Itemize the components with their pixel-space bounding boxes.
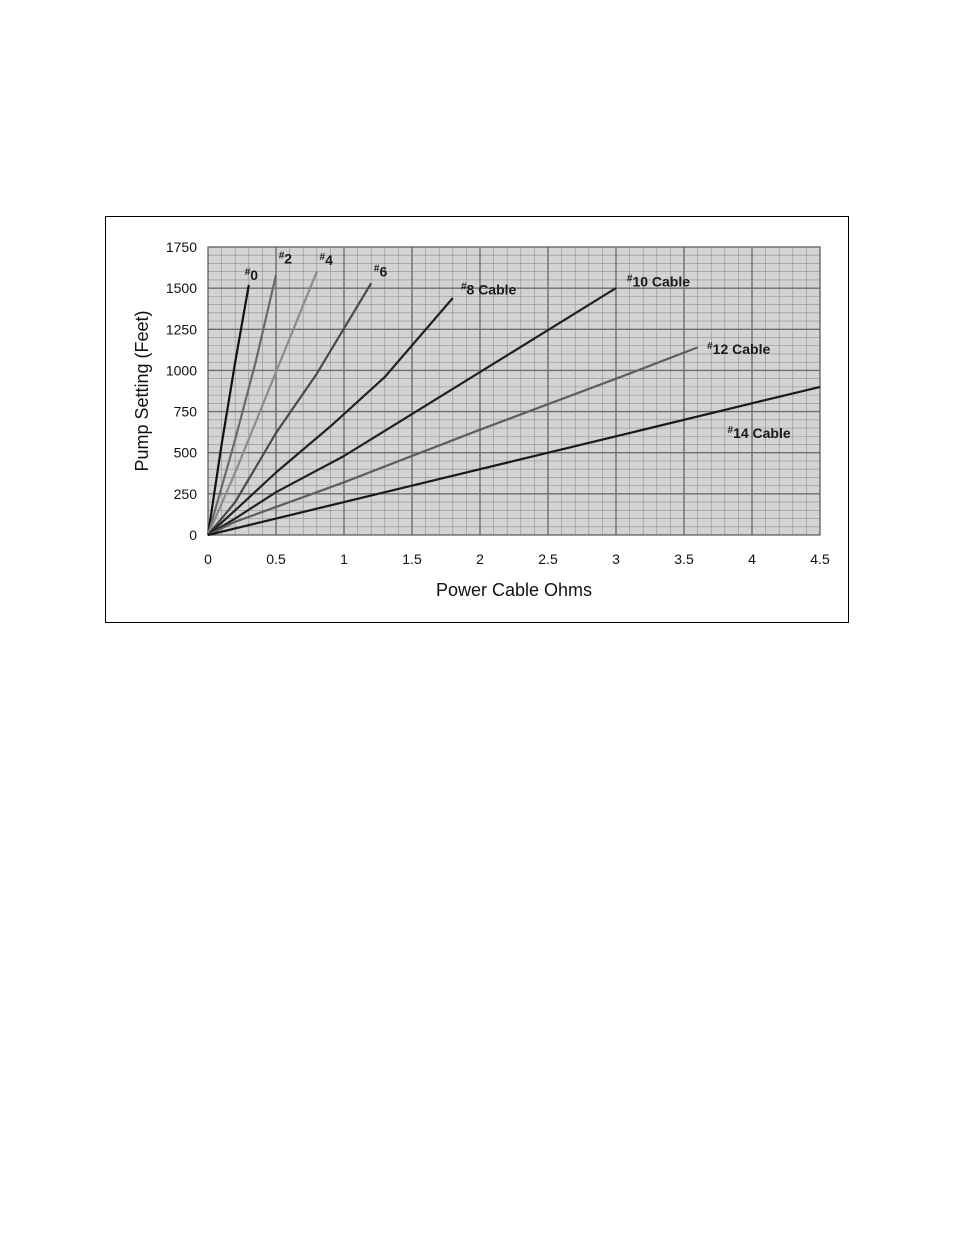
series-line-2 (206, 271, 318, 536)
y-axis-ticks: 0 250 500 750 1000 1250 1500 1750 (166, 239, 197, 543)
x-tick-label: 0.5 (266, 551, 286, 567)
series-label-2: #4 (320, 252, 334, 268)
x-tick-label: 2.5 (538, 551, 558, 567)
series-label-0: #0 (245, 267, 259, 283)
series-label-4: #8 Cable (461, 282, 517, 298)
series-line-7 (207, 385, 821, 537)
x-tick-label: 1 (340, 551, 348, 567)
x-tick-label: 3 (612, 551, 620, 567)
x-tick-label: 0 (204, 551, 212, 567)
series-line-3 (207, 282, 373, 536)
plot-area (208, 247, 820, 535)
series-label-6: #12 Cable (707, 341, 770, 357)
x-axis-title: Power Cable Ohms (436, 580, 592, 600)
series-label-1: #2 (279, 250, 293, 266)
y-tick-label: 1250 (166, 321, 197, 337)
x-tick-label: 4.5 (810, 551, 830, 567)
series-label-7: #14 Cable (728, 425, 791, 441)
y-tick-label: 750 (174, 404, 198, 420)
y-tick-label: 1500 (166, 280, 197, 296)
series-line-6 (207, 346, 698, 536)
series-line-4 (207, 297, 454, 536)
x-tick-label: 4 (748, 551, 756, 567)
x-tick-label: 1.5 (402, 551, 422, 567)
x-axis-ticks: 0 0.5 1 1.5 2 2.5 3 3.5 4 4.5 (204, 551, 830, 567)
series-line-5 (207, 287, 617, 536)
series-line-1 (206, 274, 278, 536)
y-tick-label: 500 (174, 445, 198, 461)
series-line-0 (206, 284, 250, 536)
pump-setting-chart: #0 #2 #4 #6 #8 Cable #10 Cable #12 Cable #14 Ca… (132, 239, 830, 600)
plot-border (207, 246, 821, 536)
series-label-3: #6 (374, 264, 388, 280)
series-labels: #0 #2 #4 #6 #8 Cable #10 Cable #12 Cable #14 Ca… (245, 250, 791, 440)
series-lines (206, 271, 821, 537)
x-tick-label: 2 (476, 551, 484, 567)
series-label-5: #10 Cable (627, 273, 690, 289)
y-tick-label: 1000 (166, 362, 197, 378)
y-axis-title: Pump Setting (Feet) (132, 310, 152, 471)
y-tick-label: 1750 (166, 239, 197, 255)
chart-frame: #0 #2 #4 #6 #8 Cable #10 Cable #12 Cable #14 Ca… (105, 216, 849, 623)
y-tick-label: 0 (189, 527, 197, 543)
x-tick-label: 3.5 (674, 551, 694, 567)
y-tick-label: 250 (174, 486, 198, 502)
